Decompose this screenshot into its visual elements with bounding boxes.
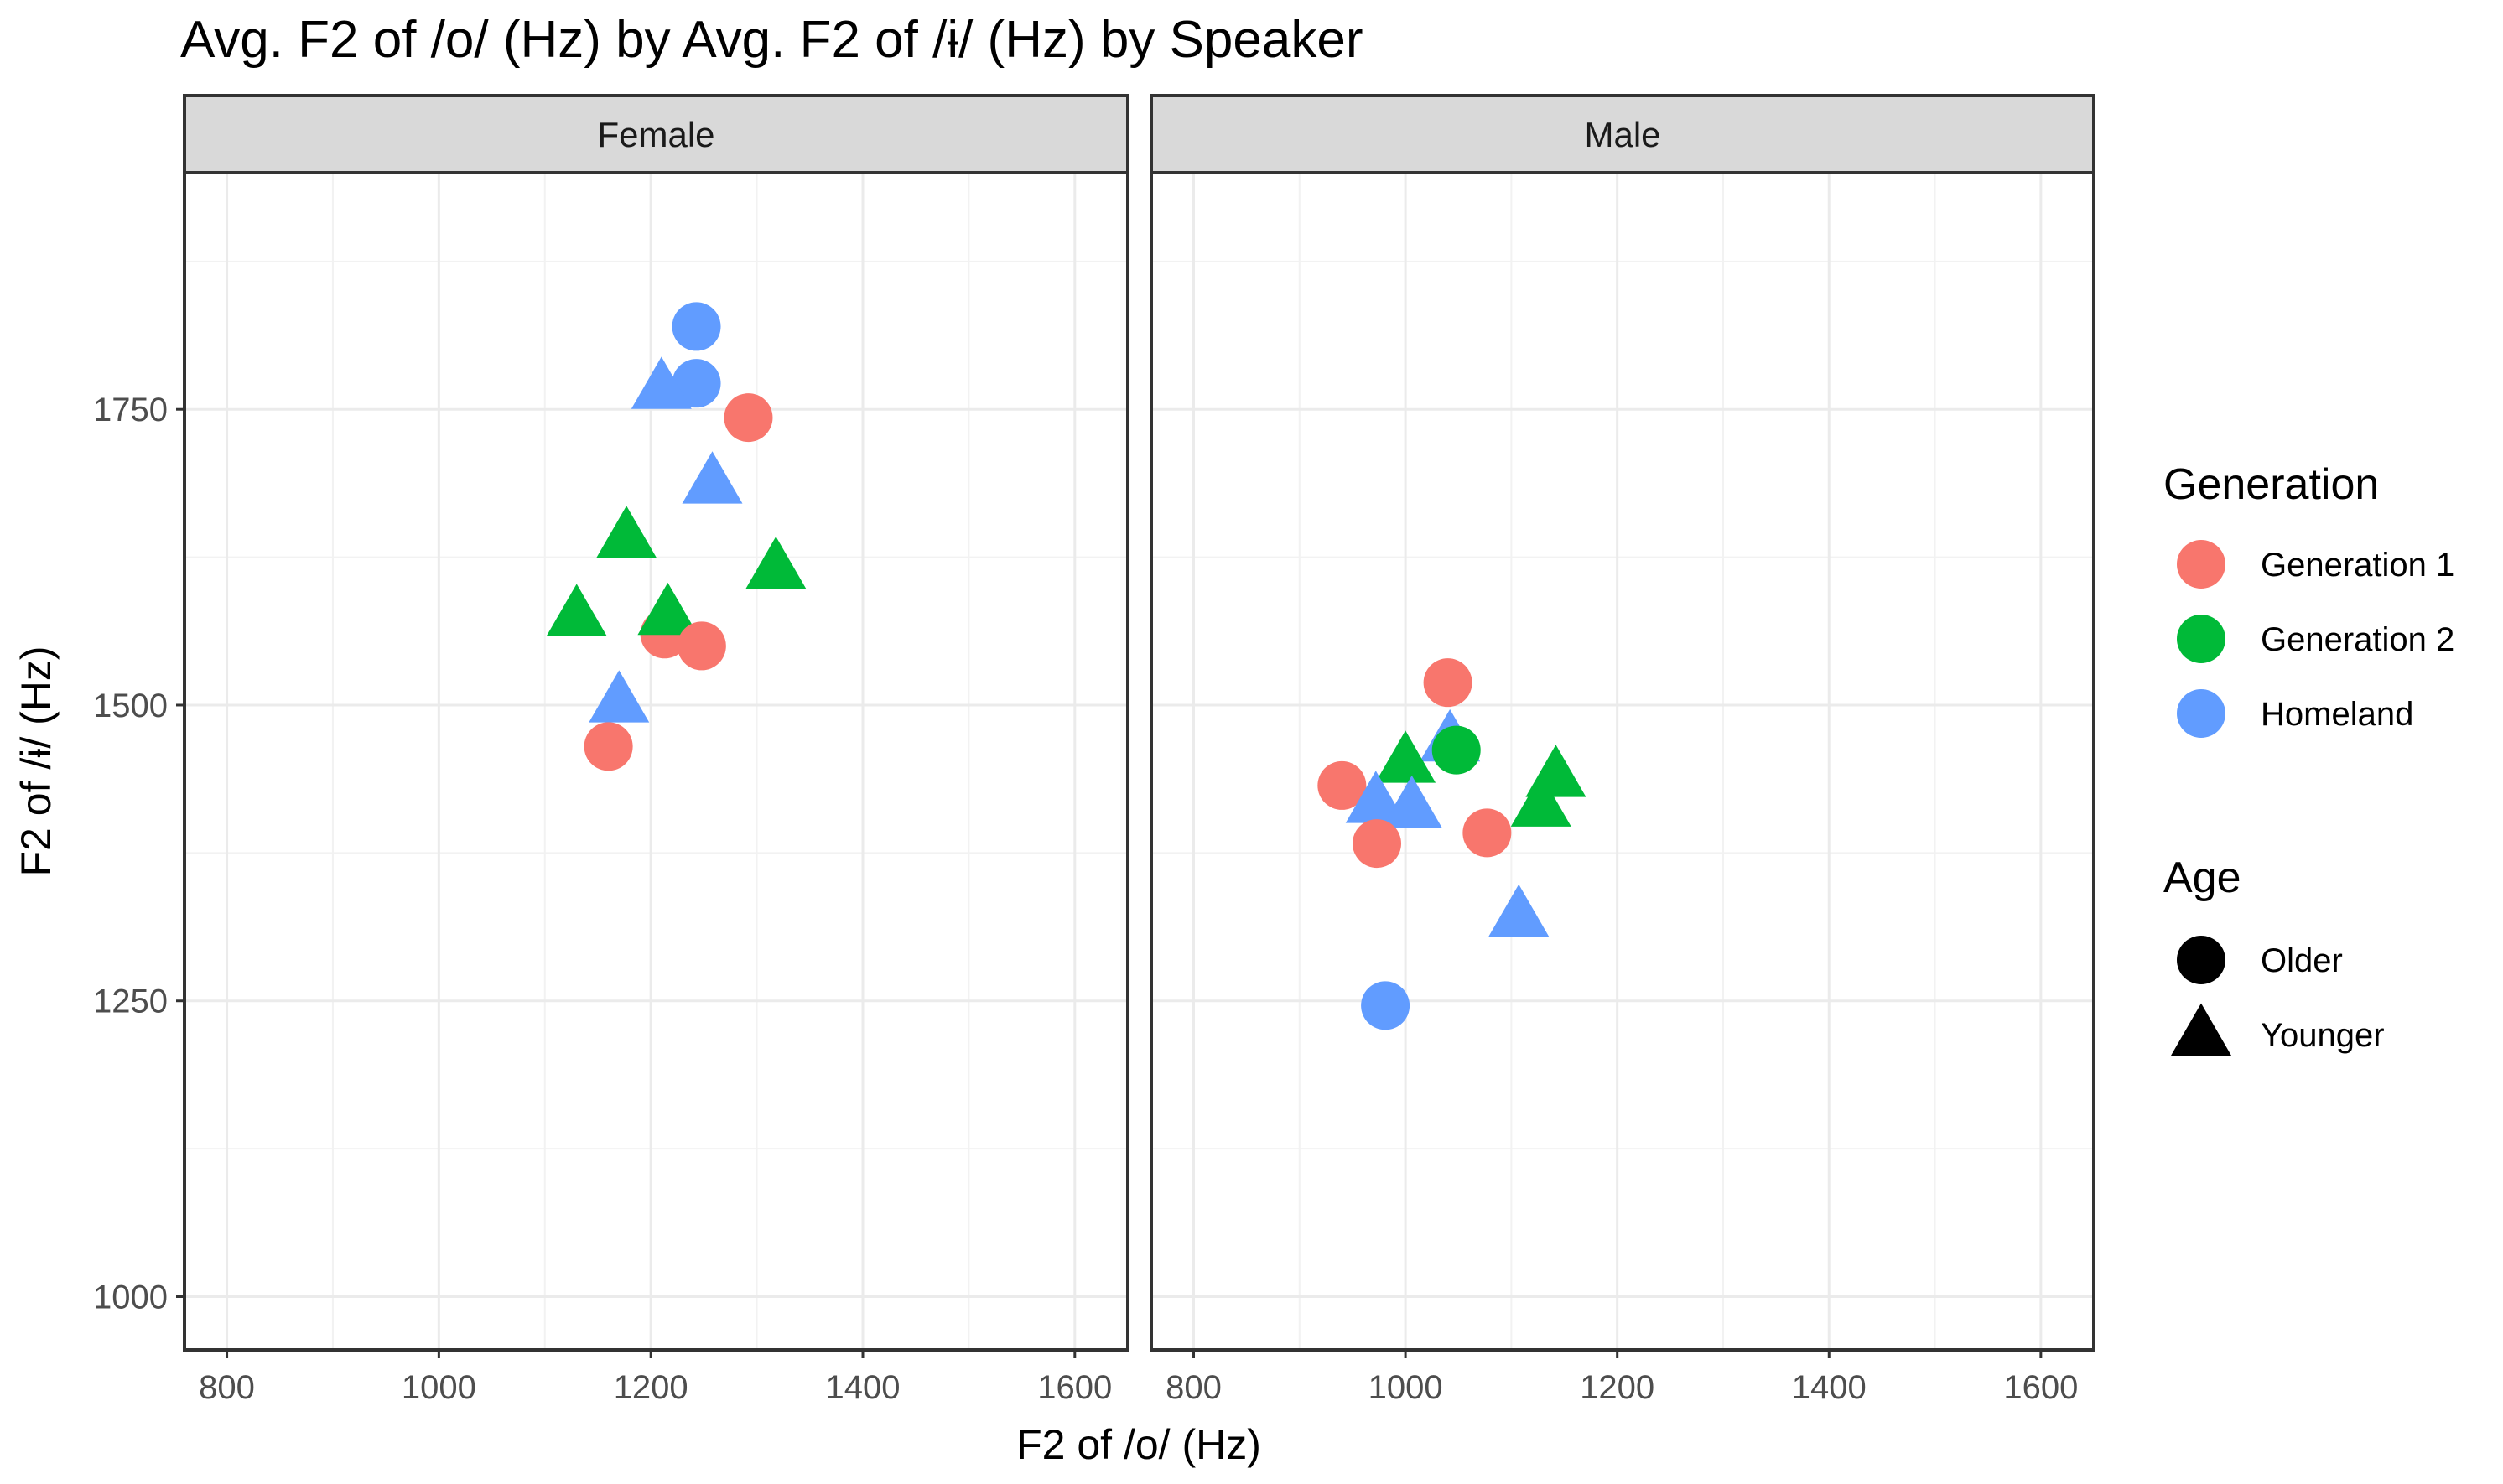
chart-title: Avg. F2 of /o/ (Hz) by Avg. F2 of /ɨ/ (H… <box>180 11 1363 69</box>
legend-title-age: Age <box>2163 854 2241 902</box>
data-point <box>1361 981 1410 1030</box>
panel-border-female <box>183 171 1129 1352</box>
legend-key-generation <box>2177 540 2225 589</box>
strip-female <box>183 94 1129 174</box>
data-point <box>1375 730 1436 783</box>
legend-label-generation: Generation 2 <box>2261 621 2454 658</box>
points-female <box>546 302 807 771</box>
data-point <box>637 582 698 636</box>
data-point <box>589 670 650 723</box>
data-point <box>672 359 721 408</box>
plot-area-male <box>1151 173 2094 1350</box>
data-point <box>724 393 773 443</box>
y-tick-label: 1750 <box>93 392 168 428</box>
legend-label-generation: Generation 1 <box>2261 547 2454 584</box>
y-tick-label: 1500 <box>93 688 168 724</box>
points-male <box>1317 658 1586 1030</box>
data-point <box>745 536 807 589</box>
x-tick-label-female: 800 <box>199 1369 255 1406</box>
panel-border-male <box>1150 171 2095 1352</box>
gridlines-male <box>1151 173 2094 1350</box>
x-tick-label-male: 1400 <box>1792 1369 1867 1406</box>
legend-key-generation <box>2177 615 2225 663</box>
panel-male: Male <box>1150 94 2095 1352</box>
data-point <box>584 722 633 771</box>
y-tick-label: 1000 <box>93 1279 168 1316</box>
x-axis-title: F2 of /o/ (Hz) <box>1016 1421 1261 1468</box>
legend-title-generation: Generation <box>2163 460 2379 509</box>
legend-label-generation: Homeland <box>2261 696 2413 733</box>
panel-female: Female <box>183 94 1129 1352</box>
x-tick-label-male: 1600 <box>2003 1369 2078 1406</box>
data-point <box>1423 658 1472 708</box>
data-point <box>631 356 692 409</box>
legend-label-age: Older <box>2261 942 2343 979</box>
gridlines-female <box>184 173 1128 1350</box>
legend-key-age <box>2171 1003 2231 1056</box>
data-point <box>1431 725 1481 775</box>
x-tick-label-female: 1000 <box>402 1369 476 1406</box>
data-point <box>546 584 607 636</box>
y-axis-title: F2 of /ɨ/ (Hz) <box>13 646 60 876</box>
plot-area-female <box>184 173 1128 1350</box>
x-tick-label-female: 1600 <box>1037 1369 1112 1406</box>
axes: 800 1000 1200 1400 1600 800 1000 1200 1400 1600 10… <box>93 392 2078 1406</box>
data-point <box>1488 884 1550 937</box>
x-tick-label-female: 1200 <box>614 1369 688 1406</box>
x-tick-label-female: 1400 <box>825 1369 900 1406</box>
data-point <box>1510 774 1571 827</box>
y-tick-label: 1250 <box>93 983 168 1020</box>
legend: Generation Generation 1 Generation 2 Homel… <box>2163 460 2454 1056</box>
data-point <box>1381 775 1442 828</box>
data-point <box>1345 771 1406 823</box>
x-tick-label-male: 1200 <box>1580 1369 1654 1406</box>
strip-label-female: Female <box>597 115 714 154</box>
x-tick-label-male: 800 <box>1166 1369 1222 1406</box>
legend-age-entries: Older Younger <box>2171 936 2385 1056</box>
data-point <box>677 621 726 671</box>
legend-label-age: Younger <box>2261 1017 2385 1054</box>
data-point <box>1462 808 1512 858</box>
data-point <box>1317 760 1367 810</box>
data-point <box>1353 819 1402 869</box>
strip-label-male: Male <box>1584 115 1660 154</box>
strip-male <box>1150 94 2095 174</box>
x-tick-label-male: 1000 <box>1368 1369 1443 1406</box>
legend-generation-entries: Generation 1 Generation 2 Homeland <box>2177 540 2454 738</box>
data-point <box>672 302 721 351</box>
data-point <box>682 451 743 504</box>
data-point <box>596 506 657 558</box>
legend-key-generation <box>2177 689 2225 738</box>
legend-key-age <box>2177 936 2225 984</box>
